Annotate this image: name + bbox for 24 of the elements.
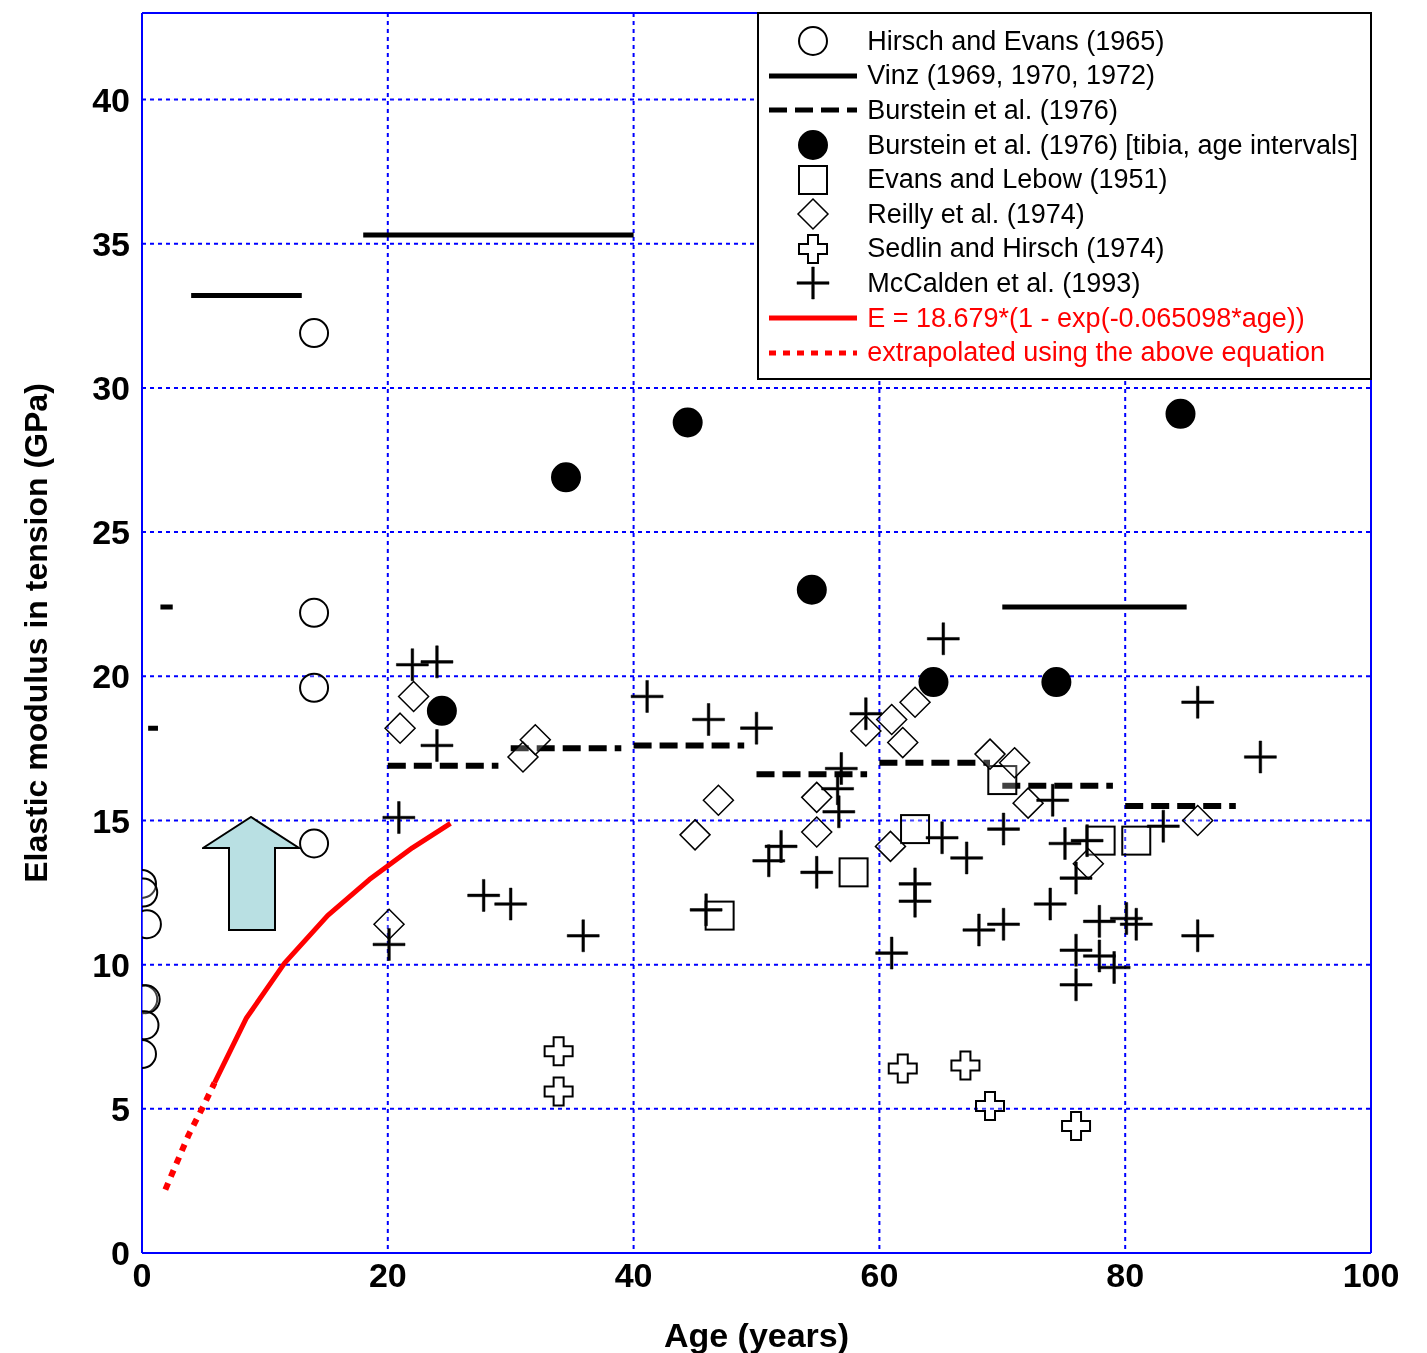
x-tick-label: 60 xyxy=(860,1256,899,1295)
legend-label: Reilly et al. (1974) xyxy=(867,198,1085,230)
y-tick-label: 35 xyxy=(92,224,130,263)
y-tick-label: 40 xyxy=(92,80,130,119)
x-tick-label: 40 xyxy=(614,1256,653,1295)
legend-label: Sedlin and Hirsch (1974) xyxy=(867,233,1165,265)
y-axis-title: Elastic modulus in tension (GPa) xyxy=(18,383,55,883)
legend-label: E = 18.679*(1 - exp(-0.065098*age)) xyxy=(867,302,1305,334)
y-tick-label: 25 xyxy=(92,513,130,552)
legend-label: Burstein et al. (1976) xyxy=(867,94,1118,126)
legend-label: extrapolated using the above equation xyxy=(867,337,1326,369)
y-tick-label: 5 xyxy=(111,1089,130,1128)
legend-label: Burstein et al. (1976) [tibia, age intervals] xyxy=(867,129,1358,161)
legend-label: Evans and Lebow (1951) xyxy=(867,164,1168,196)
legend-label: Vinz (1969, 1970, 1972) xyxy=(867,60,1155,92)
y-tick-label: 30 xyxy=(92,368,130,407)
y-tick-label: 20 xyxy=(92,657,130,696)
legend-label: McCalden et al. (1993) xyxy=(867,267,1141,299)
x-tick-label: 100 xyxy=(1342,1256,1400,1295)
y-tick-label: 15 xyxy=(92,801,130,840)
legend-label: Hirsch and Evans (1965) xyxy=(867,25,1165,57)
x-tick-label: 80 xyxy=(1106,1256,1145,1295)
x-tick-label: 20 xyxy=(368,1256,407,1295)
y-tick-label: 10 xyxy=(92,945,130,984)
